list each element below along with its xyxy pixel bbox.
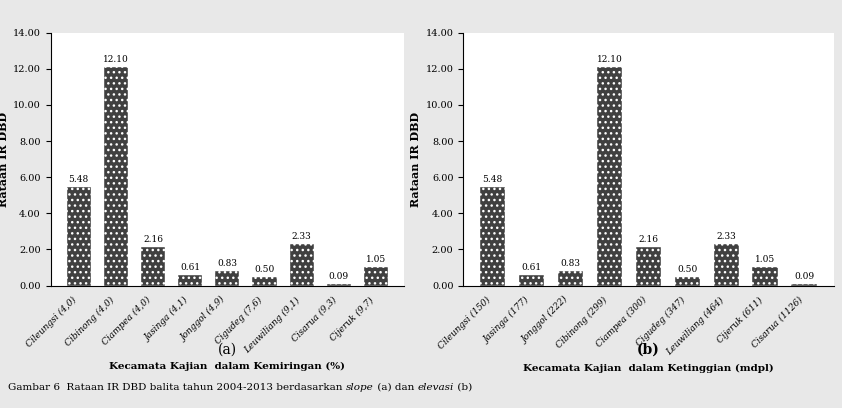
- Bar: [557, 271, 584, 286]
- X-axis label: Kecamata Kajian  dalam Ketinggian (mdpl): Kecamata Kajian dalam Ketinggian (mdpl): [523, 364, 774, 373]
- Bar: [674, 277, 700, 286]
- Text: 0.61: 0.61: [521, 263, 541, 272]
- Text: (a) dan: (a) dan: [374, 383, 418, 392]
- Text: 1.05: 1.05: [755, 255, 775, 264]
- Text: 12.10: 12.10: [103, 55, 129, 64]
- Bar: [67, 186, 91, 286]
- Text: 2.33: 2.33: [292, 232, 312, 241]
- Text: slope: slope: [346, 383, 374, 392]
- Text: 5.48: 5.48: [68, 175, 88, 184]
- Text: (b): (b): [637, 343, 660, 357]
- Text: 0.50: 0.50: [254, 265, 274, 274]
- Bar: [290, 244, 314, 286]
- Bar: [636, 246, 661, 286]
- Bar: [141, 246, 165, 286]
- Text: 0.83: 0.83: [561, 259, 580, 268]
- Bar: [104, 67, 128, 286]
- Text: 0.09: 0.09: [794, 272, 814, 281]
- Bar: [753, 267, 778, 286]
- Text: (b): (b): [454, 383, 472, 392]
- Bar: [253, 277, 276, 286]
- Bar: [179, 275, 202, 286]
- Text: 2.33: 2.33: [717, 232, 736, 241]
- Bar: [480, 186, 505, 286]
- Text: 0.61: 0.61: [180, 263, 200, 272]
- Bar: [713, 244, 739, 286]
- Bar: [791, 284, 817, 286]
- Bar: [597, 67, 622, 286]
- Text: 0.09: 0.09: [328, 272, 349, 281]
- Text: 1.05: 1.05: [366, 255, 386, 264]
- Text: 2.16: 2.16: [143, 235, 163, 244]
- Text: 12.10: 12.10: [596, 55, 622, 64]
- Text: 0.83: 0.83: [217, 259, 237, 268]
- Bar: [364, 267, 388, 286]
- Text: Gambar 6  Rataan IR DBD balita tahun 2004-2013 berdasarkan: Gambar 6 Rataan IR DBD balita tahun 2004…: [8, 383, 346, 392]
- Text: 0.50: 0.50: [677, 265, 697, 274]
- Y-axis label: Rataan IR DBD: Rataan IR DBD: [0, 111, 8, 207]
- Bar: [519, 275, 544, 286]
- Text: 2.16: 2.16: [638, 235, 658, 244]
- Text: elevasi: elevasi: [418, 383, 454, 392]
- Y-axis label: Rataan IR DBD: Rataan IR DBD: [410, 111, 421, 207]
- Text: (a): (a): [218, 343, 237, 357]
- Bar: [327, 284, 351, 286]
- Bar: [216, 271, 239, 286]
- Text: 5.48: 5.48: [482, 175, 503, 184]
- X-axis label: Kecamata Kajian  dalam Kemiringan (%): Kecamata Kajian dalam Kemiringan (%): [109, 361, 345, 370]
